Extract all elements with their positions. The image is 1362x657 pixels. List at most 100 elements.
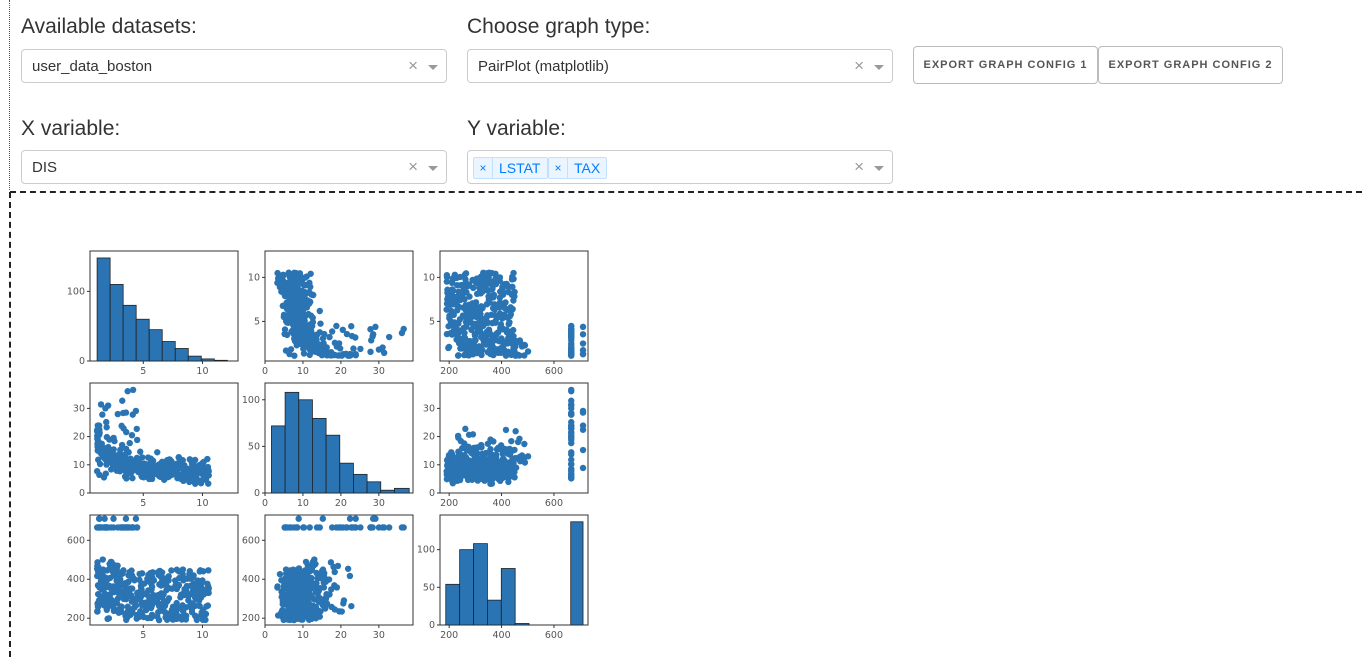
scatter-point [459,472,467,479]
scatter-point [286,599,293,607]
scatter-point [125,572,132,579]
export-config-1-button[interactable]: EXPORT GRAPH CONFIG 1 [913,46,1098,84]
scatter-point [344,565,352,572]
scatter-point [313,524,321,531]
scatter-point [110,446,117,453]
scatter-point [291,352,298,359]
scatter-point [286,350,293,358]
scatter-point [305,616,313,623]
scatter-point [579,350,587,358]
y-variable-select[interactable]: × LSTAT × TAX × [467,150,893,184]
y-tick-label: 200 [67,613,85,624]
scatter-point [508,437,515,445]
scatter-point [328,328,336,335]
scatter-point [348,524,355,531]
clear-icon[interactable]: × [408,157,418,176]
clear-icon[interactable]: × [854,56,864,75]
scatter-point [339,326,346,334]
scatter-point [489,319,496,327]
chevron-down-icon[interactable] [428,166,438,171]
scatter-point [133,615,140,622]
scatter-point [579,323,587,331]
histogram-bar [135,318,150,362]
scatter-point [489,304,497,312]
scatter-point [98,586,105,593]
scatter-point [568,451,575,458]
chevron-down-icon[interactable] [874,166,884,171]
scatter-point [477,462,484,470]
scatter-point [485,274,492,281]
x-tick-label: 400 [492,366,510,377]
scatter-point [579,409,587,416]
scatter-point [285,304,292,311]
scatter-point [457,437,465,445]
scatter-point [303,289,310,297]
y-tick-label: 100 [417,545,435,556]
scatter-point [367,348,374,356]
graph-type-select[interactable]: PairPlot (matplotlib) × [467,49,893,83]
scatter-point [199,585,206,593]
scatter-point [148,475,156,483]
tag-remove-icon[interactable]: × [474,158,493,178]
scatter-point [122,409,130,416]
scatter-point [320,340,327,347]
histogram-bar [213,359,228,362]
y-tick-label: 100 [242,395,260,406]
x-variable-select[interactable]: DIS × [21,150,447,184]
x-tick-label: 10 [297,630,309,641]
scatter-point [484,440,492,447]
scatter-point [119,397,126,404]
scatter-point [450,327,457,335]
scatter-point [453,307,461,314]
scatter-point [115,451,122,458]
y-tick-label: 10 [423,460,435,471]
scatter-point [279,271,287,279]
scatter-point [312,560,319,568]
scatter-point [286,524,293,531]
scatter-point [97,401,105,408]
graph-type-label: Choose graph type: [467,15,651,38]
scatter-point [124,388,131,395]
clear-icon[interactable]: × [854,157,864,176]
scatter-point [101,515,108,522]
histogram-bar [174,348,189,362]
scatter-point [161,609,169,616]
scatter-point [305,310,312,318]
scatter-point [295,515,302,522]
scatter-point [511,293,518,300]
chevron-down-icon[interactable] [874,65,884,70]
scatter-point [116,607,124,615]
scatter-point [285,289,292,296]
chevron-down-icon[interactable] [428,65,438,70]
dataset-select[interactable]: user_data_boston × [21,49,447,83]
left-border-top [9,0,10,190]
scatter-point [487,342,495,349]
scatter-point [484,349,492,356]
scatter-point [110,515,117,522]
scatter-point [140,613,147,621]
scatter-point [455,448,462,455]
scatter-point [579,340,587,347]
scatter-point [285,573,292,581]
scatter-point [506,446,514,454]
tag-remove-icon[interactable]: × [549,158,568,178]
scatter-point [457,339,465,347]
scatter-point [505,478,512,486]
scatter-point [511,446,518,454]
scatter-point [510,275,517,283]
export-config-2-button[interactable]: EXPORT GRAPH CONFIG 2 [1098,46,1283,84]
scatter-point [516,337,524,344]
scatter-point [503,329,511,336]
scatter-point [477,329,484,336]
clear-icon[interactable]: × [408,56,418,75]
y-tick-label: 0 [79,488,85,499]
scatter-point [333,322,340,330]
scatter-point [154,613,161,620]
scatter-point [466,318,473,326]
scatter-point [190,572,197,579]
scatter-point [501,304,508,311]
histogram-bar [353,473,368,494]
y-tick-label: 30 [73,403,85,414]
scatter-point [109,598,116,606]
histogram-bar [514,623,530,626]
